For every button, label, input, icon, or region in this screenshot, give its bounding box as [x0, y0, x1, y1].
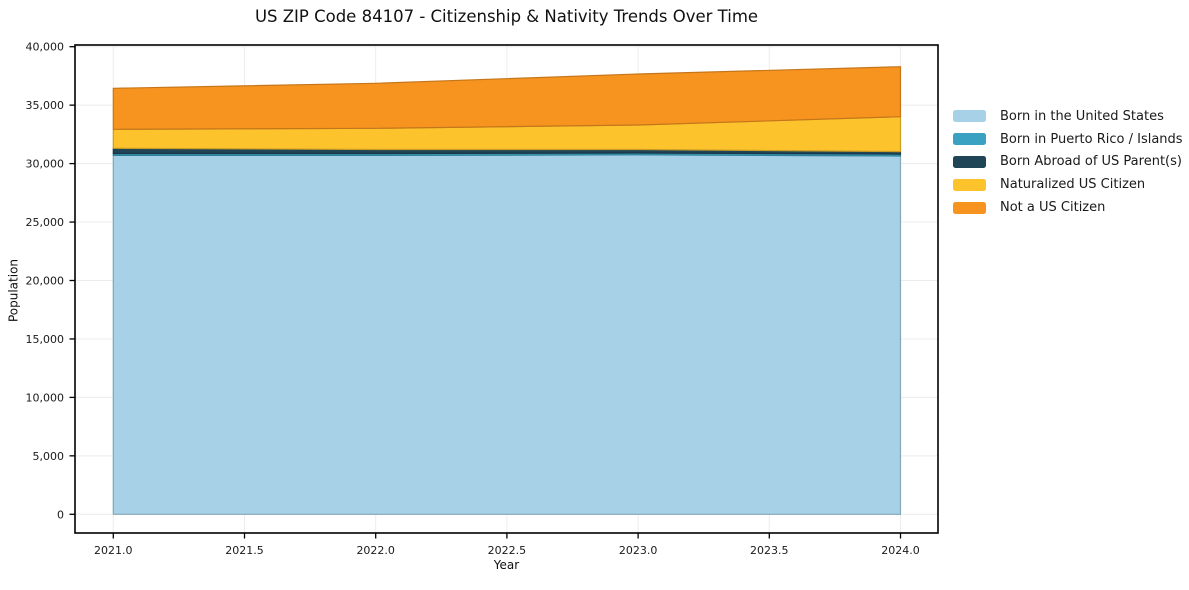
legend-swatch-born-in-puerto-rico-islands	[953, 133, 986, 146]
legend-label-not-a-us-citizen: Not a US Citizen	[1000, 200, 1106, 216]
y-tick-label: 10,000	[26, 391, 65, 404]
area-born-in-the-united-states	[112, 154, 902, 515]
legend-label-born-in-the-united-states: Born in the United States	[1000, 108, 1164, 124]
x-tick-label: 2022.0	[356, 544, 395, 557]
y-tick-label: 25,000	[26, 216, 65, 229]
area-not-a-us-citizen	[112, 66, 902, 130]
chart-title: US ZIP Code 84107 - Citizenship & Nativi…	[254, 7, 759, 26]
legend-row-born-abroad-of-us-parent-s: Born Abroad of US Parent(s)	[953, 151, 1183, 174]
legend-row-naturalized-us-citizen: Naturalized US Citizen	[953, 173, 1183, 196]
x-axis-label: Year	[493, 558, 520, 572]
x-tick-label: 2023.0	[619, 544, 658, 557]
y-tick-label: 0	[57, 508, 64, 521]
y-tick-label: 40,000	[26, 41, 65, 54]
y-tick-label: 5,000	[33, 450, 65, 463]
legend-row-born-in-puerto-rico-islands: Born in Puerto Rico / Islands	[953, 128, 1183, 151]
x-tick-label: 2021.0	[94, 544, 133, 557]
legend-label-born-abroad-of-us-parent-s: Born Abroad of US Parent(s)	[1000, 154, 1182, 170]
legend: Born in the United States Born in Puerto …	[953, 105, 1183, 219]
legend-swatch-born-in-the-united-states	[953, 110, 986, 123]
x-tick-label: 2021.5	[225, 544, 264, 557]
x-tick-label: 2022.5	[488, 544, 527, 557]
legend-swatch-naturalized-us-citizen	[953, 178, 986, 191]
y-tick-label: 20,000	[26, 275, 65, 288]
x-tick-label: 2023.5	[750, 544, 789, 557]
y-tick-label: 30,000	[26, 158, 65, 171]
y-axis-label: Population	[6, 258, 21, 323]
y-tick-label: 15,000	[26, 333, 65, 346]
legend-label-naturalized-us-citizen: Naturalized US Citizen	[1000, 177, 1146, 193]
legend-swatch-not-a-us-citizen	[953, 201, 986, 214]
legend-swatch-born-abroad-of-us-parent-s	[953, 155, 986, 168]
legend-row-born-in-the-united-states: Born in the United States	[953, 105, 1183, 128]
x-tick-label: 2024.0	[881, 544, 920, 557]
legend-row-not-a-us-citizen: Not a US Citizen	[953, 196, 1183, 219]
legend-label-born-in-puerto-rico-islands: Born in Puerto Rico / Islands	[1000, 131, 1183, 147]
y-tick-label: 35,000	[26, 99, 65, 112]
